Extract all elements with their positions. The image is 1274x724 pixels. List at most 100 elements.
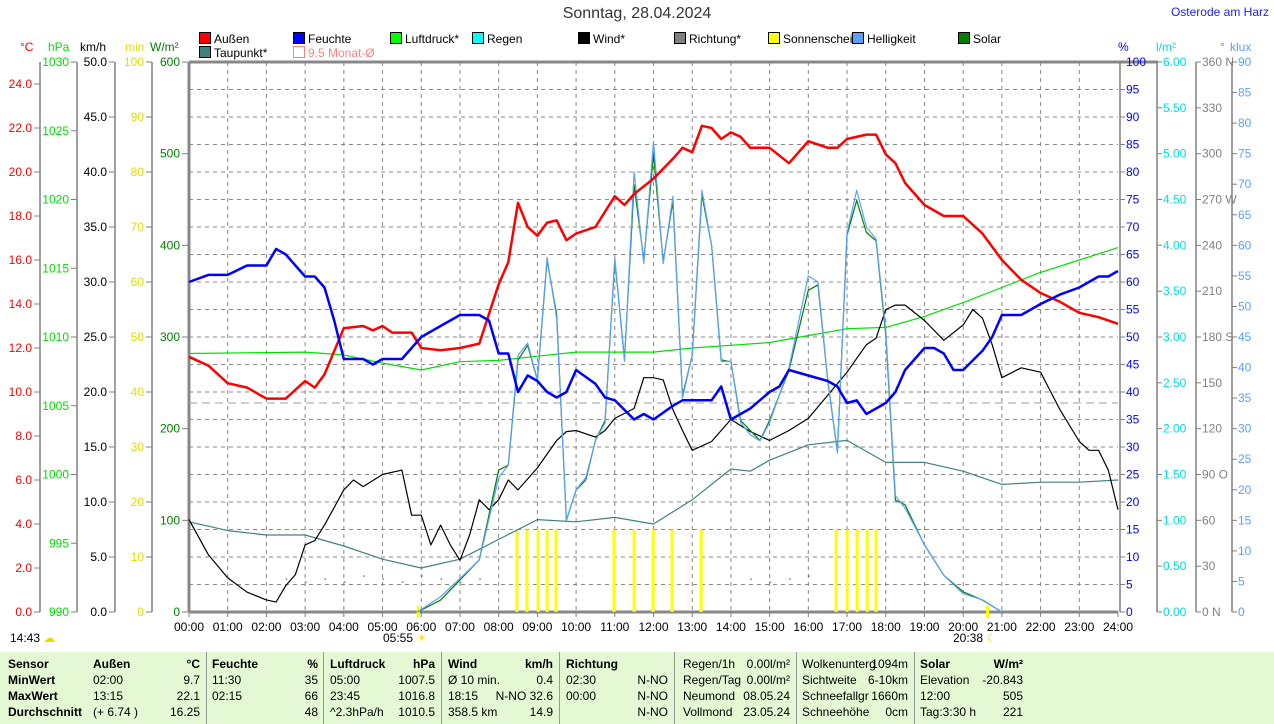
- direction-point: [750, 578, 752, 580]
- table-separator: [914, 652, 915, 724]
- axis-tick-label: 30.0: [84, 275, 108, 289]
- axis-tick-label: 100: [1126, 55, 1146, 69]
- axis-tick-label: 270 W: [1202, 193, 1237, 207]
- legend-label: Helligkeit: [867, 32, 916, 46]
- x-tick-label: 10:00: [561, 620, 591, 634]
- axis-tick-label: 0.00: [1163, 605, 1187, 619]
- axis-tick-label: 1030: [42, 55, 69, 69]
- axis-tick-label: 90: [131, 110, 145, 124]
- table-cell: 221: [1002, 705, 1023, 719]
- axis-tick-label: 0: [137, 605, 144, 619]
- axis-tick-label: 990: [49, 605, 69, 619]
- legend-label: Richtung*: [689, 32, 742, 46]
- table-row: N-NO: [566, 704, 668, 720]
- table-header: Luftdruck hPa: [330, 656, 435, 672]
- table-group: Richtung 02:30 N-NO 00:00 N-NO N-NO: [566, 656, 668, 720]
- table-cell: 0.00l/m²: [746, 657, 790, 671]
- table-group: Feuchte% 11:30 35 02:15 66 48: [212, 656, 318, 720]
- axis-tick-label: 1.00: [1163, 513, 1187, 527]
- axis-tick-label: 10: [1238, 544, 1252, 558]
- sunset: 20:38 ☾: [953, 631, 997, 645]
- table-row: Durchschnitt: [8, 704, 88, 720]
- x-tick-label: 20:00: [948, 620, 978, 634]
- axis-tick-label: 400: [160, 238, 180, 252]
- table-cell: Regen/1h: [683, 657, 736, 671]
- axis-tick-label: 1020: [42, 193, 69, 207]
- axis-tick-label: 300: [1202, 147, 1222, 161]
- table-cell: Richtung: [566, 657, 618, 671]
- axis-tick-label: 40.0: [84, 165, 108, 179]
- axis-tick-label: 70: [1238, 177, 1252, 191]
- axis-unit-solar: W/m²: [150, 40, 179, 54]
- axis-tick-label: 0: [173, 605, 180, 619]
- axis-tick-label: 30: [131, 440, 145, 454]
- table-cell: Wind: [448, 657, 478, 671]
- x-tick-label: 00:00: [174, 620, 204, 634]
- axis-tick-label: 150: [1202, 376, 1222, 390]
- axis-tick-label: 40: [1126, 385, 1140, 399]
- table-cell: 08.05.24: [743, 689, 790, 703]
- table-cell: Solar: [920, 657, 951, 671]
- table-row: MinWert: [8, 672, 88, 688]
- axis-tick-label: 10: [1126, 550, 1140, 564]
- table-group: Solar W/m² Elevation -20.843 12:00 505 Tag:3:3…: [920, 656, 1023, 720]
- axis-tick-label: 18.0: [9, 209, 33, 223]
- sunshine-bar: [651, 529, 655, 612]
- table-row: 05:00 1007.5: [330, 672, 435, 688]
- table-cell: 23:45: [330, 689, 361, 703]
- table-cell: 02:30: [566, 673, 597, 687]
- direction-point: [421, 575, 423, 577]
- x-tick-label: 14:00: [716, 620, 746, 634]
- legend-label: Sonnenschein: [783, 32, 860, 46]
- axis-unit-temp: °C: [20, 40, 34, 54]
- x-tick-label: 02:00: [251, 620, 281, 634]
- series-line-außen: [188, 124, 1119, 400]
- sunshine-bar: [612, 529, 616, 612]
- axis-tick-label: 0.0: [15, 605, 32, 619]
- axis-tick-label: 30: [1126, 440, 1140, 454]
- axis-tick-label: 70: [131, 220, 145, 234]
- table-separator: [674, 652, 675, 724]
- table-row: 12:00 505: [920, 688, 1023, 704]
- axis-tick-label: 45.0: [84, 110, 108, 124]
- x-tick-label: 17:00: [832, 620, 862, 634]
- axis-tick-label: 1025: [42, 124, 69, 138]
- axis-tick-label: 100: [124, 55, 144, 69]
- axis-tick-label: 50: [1238, 299, 1252, 313]
- sunshine-bar: [845, 529, 849, 612]
- direction-point: [285, 578, 288, 580]
- axis-tick-label: 0: [1238, 605, 1245, 619]
- series-line-solar: [417, 154, 1003, 613]
- legend-label: 9.5 Monat-Ø: [308, 46, 375, 60]
- axis-unit-lux: klux: [1230, 40, 1252, 54]
- table-row: Vollmond 23.05.24: [683, 704, 790, 720]
- table-cell: 1016.8: [398, 689, 435, 703]
- table-cell: Wolkenunterg: [802, 657, 876, 671]
- axis-tick-label: 6.0: [15, 473, 32, 487]
- axis-tick-label: 1000: [42, 468, 69, 482]
- axis-tick-label: 240: [1202, 238, 1222, 252]
- table-cell: Schneehöhe: [802, 705, 870, 719]
- axis-tick-label: 90: [1126, 110, 1140, 124]
- axis-tick-label: 85: [1126, 138, 1140, 152]
- series-line-feuchte: [188, 247, 1119, 421]
- sunrise: 05:55 ☀: [383, 631, 427, 645]
- axis-tick-label: 2.0: [15, 561, 32, 575]
- table-cell: 1094m: [871, 657, 908, 671]
- daylight-duration: 14:43 ☁: [10, 631, 55, 645]
- table-cell: Ø 10 min.: [448, 673, 501, 687]
- axis-tick-label: 80: [1238, 116, 1252, 130]
- table-separator: [559, 652, 560, 724]
- axis-tick-label: 10.0: [9, 385, 33, 399]
- location-link[interactable]: Osterode am Harz: [1170, 5, 1269, 19]
- table-cell: 0cm: [885, 705, 908, 719]
- table-cell: Sichtweite: [802, 673, 857, 687]
- legend-swatch: [768, 32, 780, 44]
- table-cell: 23.05.24: [743, 705, 790, 719]
- table-separator: [206, 652, 207, 724]
- axis-tick-label: 65: [1238, 208, 1252, 222]
- legend-swatch: [958, 32, 970, 44]
- table-cell: 35: [304, 673, 318, 687]
- x-tick-label: 01:00: [213, 620, 243, 634]
- table-header: Wind km/h: [448, 656, 553, 672]
